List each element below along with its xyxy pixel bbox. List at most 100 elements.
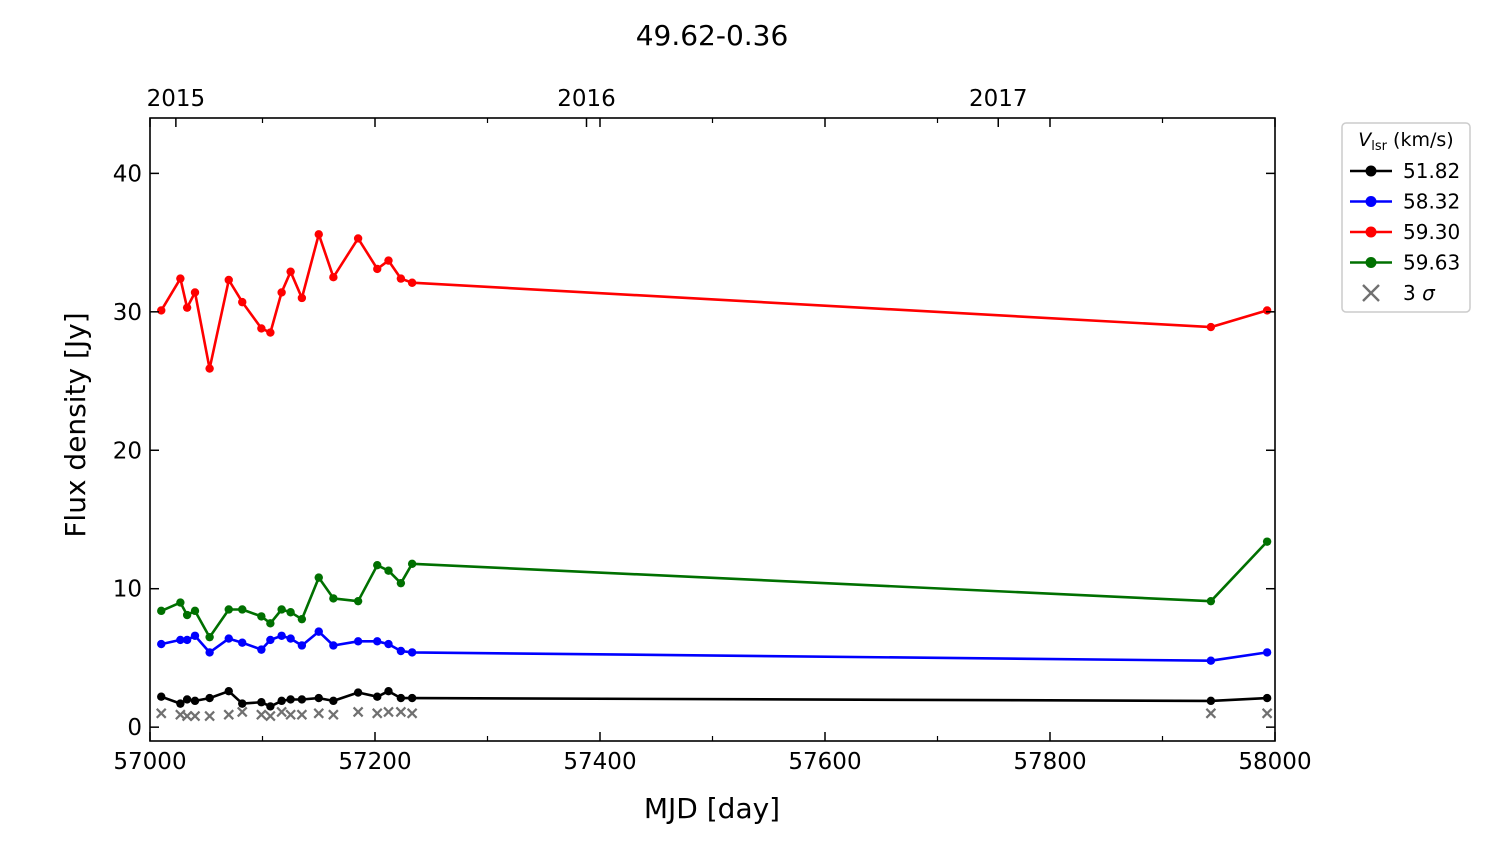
sigma-marker (223, 709, 235, 720)
legend-entry-58.32: 58.32 (1350, 190, 1460, 214)
sigma-marker (155, 708, 167, 719)
series-line-59.30 (160, 233, 1268, 370)
data-point (238, 638, 247, 647)
legend-title: Vlsr (km/s) (1358, 129, 1453, 154)
y-axis-label: Flux density [Jy] (59, 312, 92, 537)
legend-marker (1365, 165, 1377, 177)
data-point (266, 702, 275, 711)
legend-title-subscript: lsr (1371, 139, 1387, 154)
data-point (353, 234, 363, 243)
legend-entry-sigma: 3 σ (1362, 281, 1436, 305)
data-point (205, 648, 214, 657)
sigma-marker-stroke (1261, 708, 1273, 719)
data-point (297, 293, 307, 303)
data-point (373, 637, 382, 646)
sigma-marker (204, 710, 215, 722)
legend-label: 59.63 (1403, 251, 1460, 275)
x-tick-label: 57400 (563, 749, 636, 775)
data-point (373, 560, 382, 570)
data-point (182, 610, 192, 620)
legend-sigma-stroke (1362, 284, 1380, 302)
legend-title-symbol: V (1358, 129, 1373, 151)
data-point (205, 693, 214, 703)
series-line-58.32 (161, 630, 1268, 663)
plot-frame (149, 117, 1276, 742)
sigma-marker (265, 710, 276, 722)
data-point (266, 635, 275, 645)
year-tick-label: 2015 (147, 86, 206, 112)
series-59.30 (157, 230, 1272, 373)
data-point (1206, 322, 1216, 332)
data-point (224, 686, 233, 696)
data-point (257, 612, 266, 621)
legend-marker (1365, 226, 1377, 238)
sigma-marker (406, 708, 418, 719)
sigma-marker-stroke (328, 709, 339, 720)
sigma-marker-stroke (204, 710, 215, 722)
data-point (297, 695, 307, 704)
sigma-marker-stroke (406, 708, 418, 719)
series-58.32 (157, 627, 1272, 665)
data-point (224, 275, 233, 285)
data-point (176, 699, 185, 708)
data-point (384, 639, 393, 649)
data-point (329, 696, 338, 706)
data-point (176, 274, 185, 283)
legend-marker (1365, 257, 1377, 268)
legend-sigma-symbol: σ (1422, 281, 1436, 305)
sigma-marker (236, 706, 248, 718)
data-point (286, 634, 295, 643)
year-tick-label: 2016 (557, 86, 616, 112)
data-point (286, 608, 295, 617)
sigma-marker (371, 708, 383, 719)
legend-label: 59.30 (1403, 220, 1460, 244)
data-point (286, 267, 295, 276)
data-point (176, 635, 185, 645)
data-point (190, 696, 200, 706)
data-point (257, 698, 266, 707)
data-point (257, 324, 266, 333)
data-point (329, 641, 338, 650)
data-point (205, 364, 214, 373)
sigma-marker (352, 706, 364, 718)
data-point (329, 594, 338, 603)
data-point (1206, 696, 1216, 706)
data-point (353, 596, 363, 606)
sigma-marker-stroke (395, 706, 407, 718)
y-tick-label: 30 (113, 300, 142, 326)
data-point (407, 648, 417, 657)
data-point (396, 693, 406, 703)
data-point (297, 641, 307, 650)
sigma-marker-stroke (155, 708, 167, 719)
data-point (157, 306, 166, 315)
sigma-markers (155, 706, 1273, 722)
sigma-marker-stroke (276, 706, 287, 718)
data-point (266, 328, 275, 337)
plot-area: 57000 57200 57400 57600 57800 58000 0 10 20 30 40 2… (113, 86, 1312, 775)
data-point (353, 637, 363, 646)
legend-entry-59.30: 59.30 (1350, 220, 1460, 244)
sigma-marker-stroke (256, 709, 267, 720)
sigma-marker-stroke (181, 710, 193, 722)
sigma-marker (1205, 708, 1217, 719)
data-point (407, 559, 417, 568)
sigma-marker (383, 706, 394, 718)
x-tick-label: 57000 (113, 749, 186, 775)
data-point (224, 634, 233, 643)
data-point (396, 274, 406, 283)
sigma-marker-stroke (1205, 708, 1217, 719)
sigma-marker-stroke (313, 708, 325, 719)
data-point (157, 692, 166, 701)
data-point (384, 256, 393, 265)
legend-entry-59.63: 59.63 (1350, 251, 1460, 275)
x-axis-label: MJD [day] (644, 792, 780, 825)
sigma-marker-stroke (265, 710, 276, 722)
data-point (384, 686, 393, 696)
data-point (1262, 693, 1272, 703)
sigma-marker (395, 706, 407, 718)
data-point (314, 693, 323, 703)
sigma-marker (285, 709, 296, 720)
y-tick-label: 20 (113, 438, 142, 464)
legend-marker (1365, 196, 1377, 207)
